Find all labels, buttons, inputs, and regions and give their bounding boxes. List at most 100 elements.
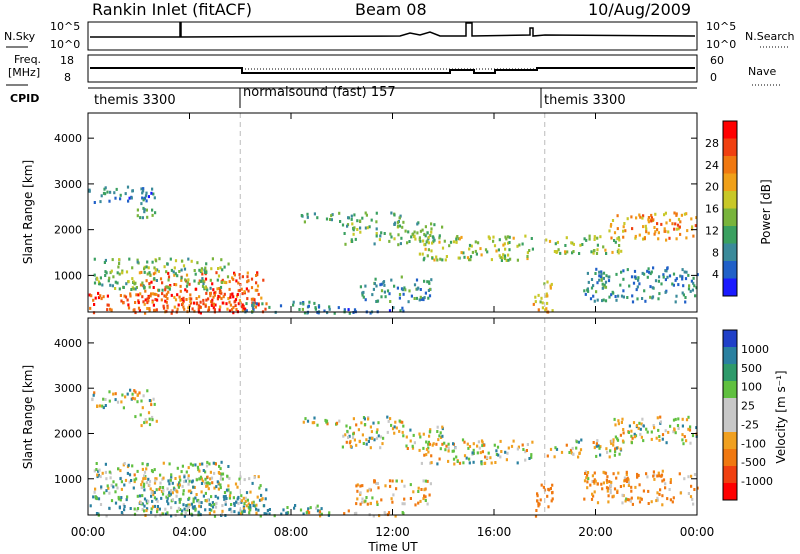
velocity-cell xyxy=(214,505,218,509)
power-cell xyxy=(690,279,693,283)
velocity-cell xyxy=(630,485,633,489)
power-cell xyxy=(634,236,637,240)
velocity-cell xyxy=(125,498,128,502)
power-cell xyxy=(685,212,688,216)
power-cell xyxy=(195,287,198,291)
power-cell xyxy=(647,220,650,224)
velocity-cell xyxy=(170,499,173,503)
power-cell xyxy=(460,251,463,255)
power-cell xyxy=(422,258,425,262)
velocity-cell xyxy=(555,447,559,451)
velocity-cell xyxy=(130,479,133,482)
velocity-cell xyxy=(517,445,520,449)
power-cell xyxy=(127,306,131,310)
power-cell xyxy=(546,294,549,298)
velocity-colorbar-tick: -25 xyxy=(741,418,759,431)
velocity-cell xyxy=(239,475,242,479)
power-cell xyxy=(236,294,239,298)
velocity-cell xyxy=(110,483,113,487)
power-cell xyxy=(656,222,659,226)
power-cell xyxy=(354,237,357,241)
velocity-cell xyxy=(140,399,143,403)
velocity-cell xyxy=(355,502,358,506)
velocity-cell xyxy=(142,394,145,398)
power-cell xyxy=(609,224,612,228)
power-cell xyxy=(499,255,502,259)
power-cell xyxy=(145,208,148,212)
velocity-cell xyxy=(307,507,310,511)
power-cell xyxy=(433,238,436,242)
power-cell xyxy=(518,243,521,247)
velocity-cell xyxy=(253,504,257,508)
velocity-cell xyxy=(167,479,170,483)
power-cell xyxy=(210,300,213,304)
power-cell xyxy=(682,293,685,297)
power-cell xyxy=(233,300,236,304)
velocity-cell xyxy=(338,419,341,423)
velocity-cell xyxy=(95,468,98,471)
power-cell xyxy=(202,279,205,283)
velocity-cell xyxy=(176,490,179,494)
power-cell xyxy=(416,287,419,291)
power-cell xyxy=(189,293,192,297)
velocity-cell xyxy=(188,479,191,483)
power-cell xyxy=(303,220,306,224)
power-cell xyxy=(150,191,153,195)
velocity-cell xyxy=(412,433,415,437)
velocity-cell xyxy=(627,431,630,434)
power-cell xyxy=(152,286,155,289)
velocity-cell xyxy=(214,494,217,498)
velocity-cell xyxy=(153,491,156,494)
velocity-cell xyxy=(565,443,568,447)
velocity-cell xyxy=(379,446,382,450)
power-cell xyxy=(122,301,125,305)
power-cell xyxy=(441,246,445,250)
power-cell xyxy=(595,290,598,294)
power-cell xyxy=(292,300,295,304)
velocity-cell xyxy=(141,494,144,498)
power-cell xyxy=(401,306,404,310)
power-cell xyxy=(182,296,185,300)
velocity-cell xyxy=(252,504,255,508)
velocity-cell xyxy=(299,508,303,512)
velocity-cell xyxy=(687,492,690,495)
velocity-cell xyxy=(476,451,479,455)
velocity-cell xyxy=(144,418,147,422)
velocity-cell xyxy=(621,417,624,421)
power-cell xyxy=(143,208,146,212)
velocity-cell xyxy=(225,488,229,492)
velocity-cell xyxy=(141,406,144,410)
power-cell xyxy=(348,311,351,315)
power-colorbar-tick: 12 xyxy=(705,224,719,237)
velocity-cell xyxy=(126,495,129,499)
velocity-cell xyxy=(612,443,615,447)
power-cell xyxy=(424,234,427,238)
power-cell xyxy=(307,304,310,308)
power-cell xyxy=(675,277,678,281)
power-cell xyxy=(232,277,235,281)
power-cell xyxy=(227,297,230,300)
power-cell xyxy=(386,289,390,293)
power-cell xyxy=(163,294,166,298)
power-cell xyxy=(586,288,589,292)
power-cell xyxy=(613,231,617,235)
velocity-cell xyxy=(593,490,596,494)
power-cell xyxy=(195,301,199,305)
power-cell xyxy=(343,232,346,235)
power-cell xyxy=(666,267,669,271)
power-cell xyxy=(227,262,230,266)
power-cell xyxy=(204,304,207,308)
power-cell xyxy=(139,216,142,220)
velocity-cell xyxy=(147,477,150,481)
velocity-cell xyxy=(315,506,318,510)
power-cell xyxy=(397,224,400,228)
velocity-cell xyxy=(153,481,157,485)
noise-panel: N.Sky 10^5 10^0 N.Search 10^5 10^0 xyxy=(4,20,795,51)
power-cell xyxy=(596,298,599,302)
power-cell xyxy=(418,238,421,242)
velocity-cell xyxy=(191,463,194,467)
power-cell xyxy=(388,309,392,313)
power-cell xyxy=(642,225,645,229)
velocity-cell xyxy=(182,492,185,496)
